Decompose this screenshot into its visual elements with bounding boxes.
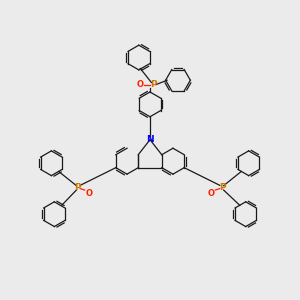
Text: O: O [85, 189, 92, 198]
Text: O: O [137, 80, 144, 89]
Text: P: P [219, 183, 226, 192]
Text: N: N [146, 135, 154, 144]
Text: P: P [150, 80, 157, 89]
Text: P: P [74, 183, 81, 192]
Text: O: O [208, 189, 214, 198]
